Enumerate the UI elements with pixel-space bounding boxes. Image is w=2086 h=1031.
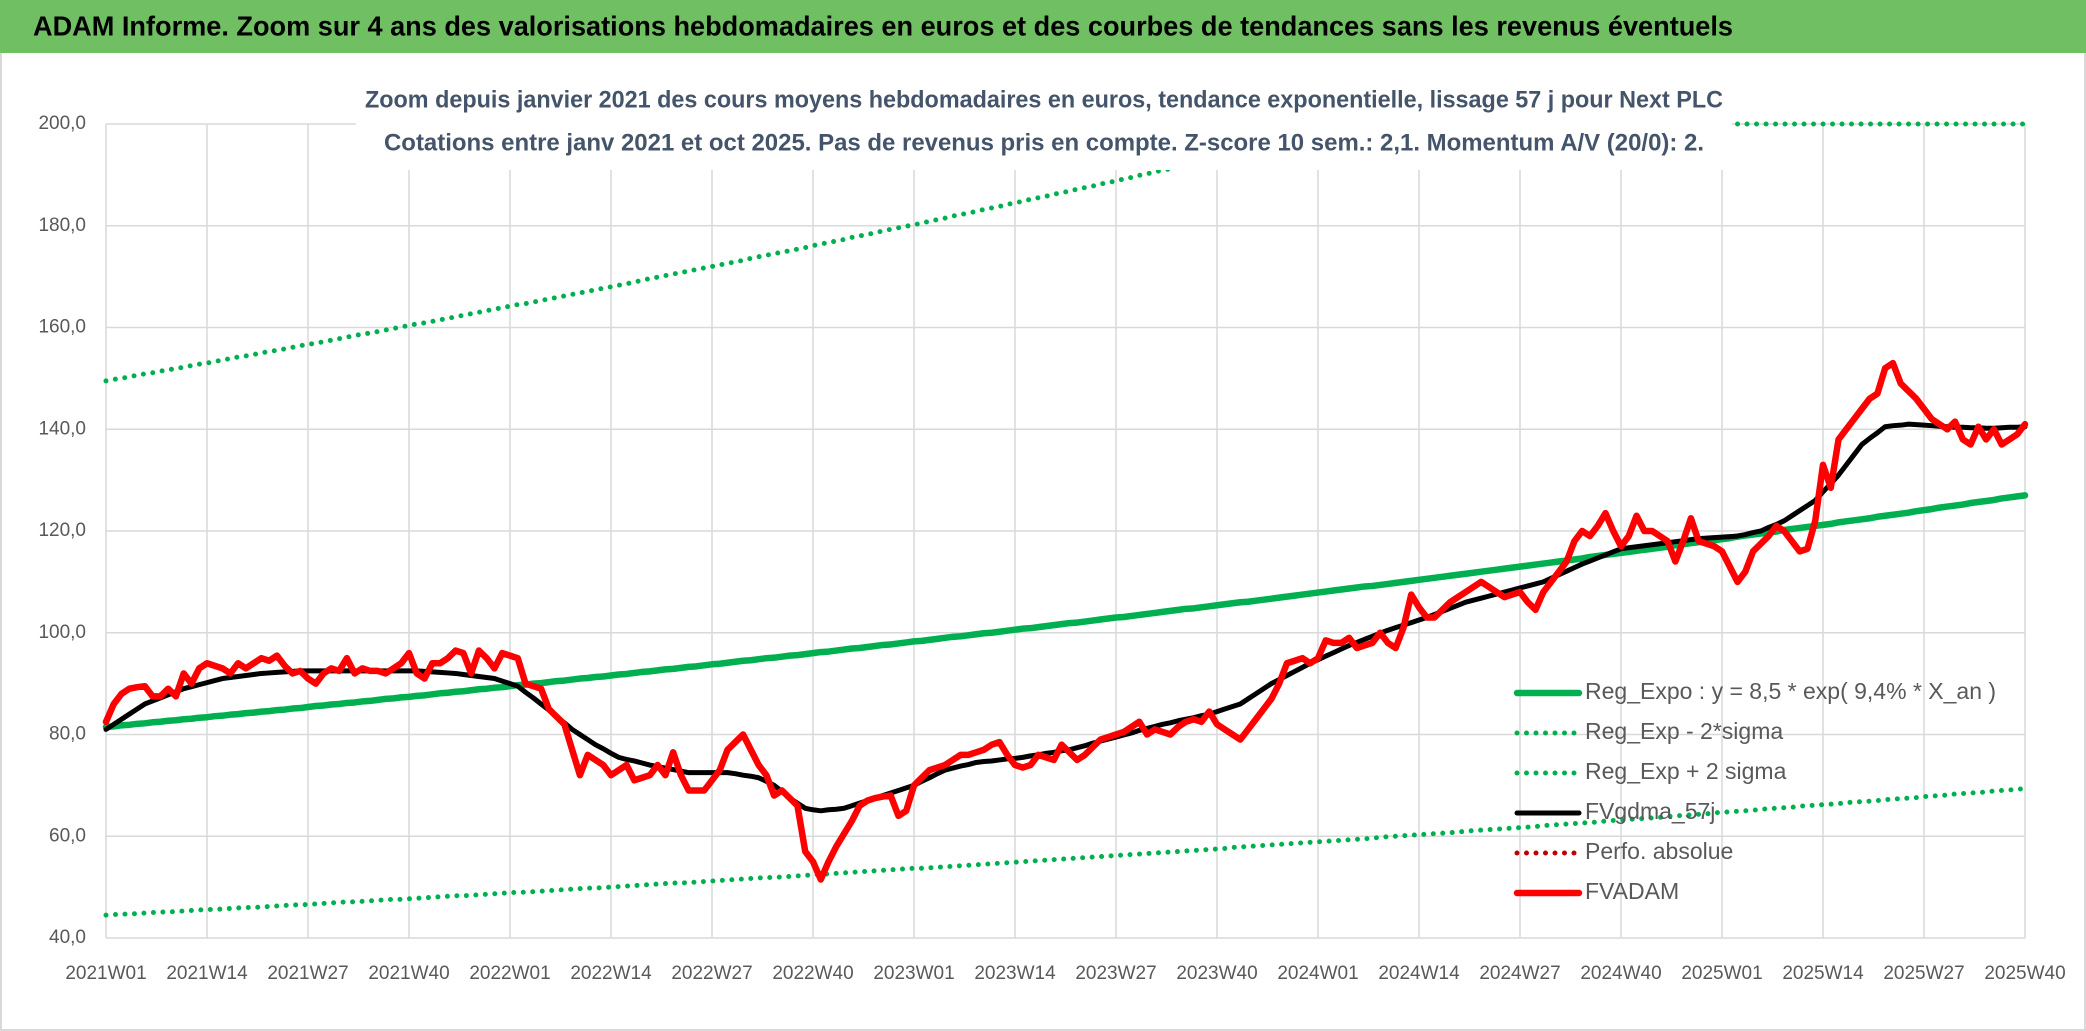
header-bar xyxy=(0,0,2086,53)
x-tick-label: 2022W40 xyxy=(772,963,853,984)
x-tick-label: 2023W14 xyxy=(974,963,1056,984)
y-tick-label: 60,0 xyxy=(49,825,86,846)
x-tick-label: 2024W40 xyxy=(1580,963,1661,984)
plot-area: 40,0 60,0 80,0 100,0 120,0 140,0 160,0 180,0 200… xyxy=(38,113,2065,984)
legend-label: Perfo. absolue xyxy=(1585,838,1733,864)
x-tick-label: 2025W14 xyxy=(1782,963,1864,984)
x-tick-label: 2021W27 xyxy=(267,963,348,984)
subtitle-line: Cotations entre janv 2021 et oct 2025. P… xyxy=(384,129,1704,156)
series-line xyxy=(103,121,2028,384)
y-tick-label: 160,0 xyxy=(38,317,86,338)
x-tick-label: 2024W14 xyxy=(1378,963,1460,984)
subtitle-line: Zoom depuis janvier 2021 des cours moyen… xyxy=(365,86,1723,113)
subtitle-box xyxy=(356,76,1732,170)
legend-label: FVADAM xyxy=(1585,878,1679,904)
y-tick-label: 120,0 xyxy=(38,520,86,541)
legend-label: Reg_Expo : y = 8,5 * exp( 9,4% * X_an ) xyxy=(1585,678,1996,704)
x-tick-label: 2021W01 xyxy=(65,963,146,984)
y-tick-label: 200,0 xyxy=(38,113,86,134)
x-tick-label: 2025W27 xyxy=(1883,963,1964,984)
x-tick-label: 2022W14 xyxy=(570,963,652,984)
x-tick-label: 2021W14 xyxy=(166,963,248,984)
y-tick-label: 80,0 xyxy=(49,724,86,745)
x-tick-label: 2022W01 xyxy=(469,963,550,984)
y-tick-label: 140,0 xyxy=(38,418,86,439)
x-tick-label: 2022W27 xyxy=(671,963,752,984)
x-tick-label: 2024W01 xyxy=(1277,963,1358,984)
series-line xyxy=(103,785,2028,918)
y-tick-label: 180,0 xyxy=(38,215,86,236)
y-tick-label: 100,0 xyxy=(38,622,86,643)
legend-label: FVgdma_57j xyxy=(1585,798,1715,824)
legend-label: Reg_Exp + 2 sigma xyxy=(1585,758,1787,784)
x-tick-label: 2023W27 xyxy=(1075,963,1156,984)
x-tick-label: 2025W40 xyxy=(1984,963,2065,984)
legend: Reg_Expo : y = 8,5 * exp( 9,4% * X_an ) R… xyxy=(1513,678,1996,904)
x-tick-label: 2024W27 xyxy=(1479,963,1560,984)
legend-label: Reg_Exp - 2*sigma xyxy=(1585,718,1783,744)
x-tick-label: 2023W40 xyxy=(1176,963,1257,984)
chart-title: ADAM Informe. Zoom sur 4 ans des valoris… xyxy=(33,10,1733,41)
series-line xyxy=(102,359,2029,883)
x-tick-label: 2021W40 xyxy=(368,963,449,984)
x-tick-label: 2025W01 xyxy=(1681,963,1762,984)
y-tick-label: 40,0 xyxy=(49,927,86,948)
x-tick-label: 2023W01 xyxy=(873,963,954,984)
